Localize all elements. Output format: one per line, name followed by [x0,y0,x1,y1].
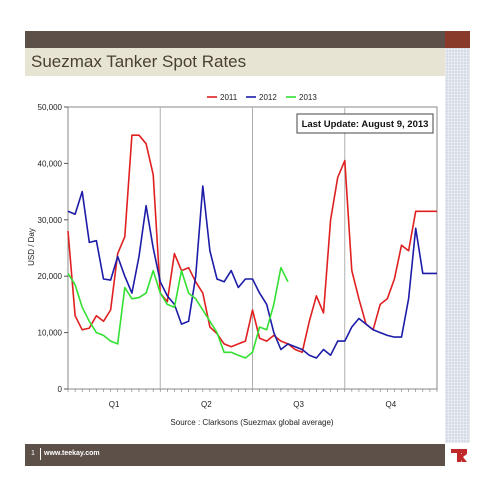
title-band [25,48,445,76]
source-note: Source : Clarksons (Suezmax global avera… [170,418,334,427]
y-tick-label: 20,000 [38,272,63,281]
y-tick-label: 40,000 [38,159,63,168]
series-line-2011 [67,134,437,354]
series-line-2012 [67,185,437,359]
update-box [296,113,434,134]
footer-bar [25,444,445,466]
x-tick-label: Q2 [201,400,212,409]
y-tick-label: 50,000 [38,103,63,112]
side-pattern-strip [445,48,470,443]
series-line-2013 [67,266,289,359]
legend-label-2011: 2011 [220,93,238,102]
footer-page-number: 1 [31,450,35,457]
legend: 2011 2012 2013 [207,93,317,102]
x-tick-label: Q1 [109,400,120,409]
legend-label-2013: 2013 [299,93,317,102]
axes-layer: Q1 Q2 Q3 Q4 0 10,000 20,000 30,000 40,000 50,000 [38,103,438,409]
y-axis-title: USD / Day [27,228,36,266]
footer-separator [40,448,41,460]
footer-url: www.teekay.com [44,450,100,457]
legend-label-2012: 2012 [259,93,277,102]
x-tick-label: Q3 [293,400,304,409]
y-tick-label: 30,000 [38,216,63,225]
series-layer [67,134,437,359]
last-update-annotation: Last Update: August 9, 2013 [302,119,429,130]
slide-title: Suezmax Tanker Spot Rates [31,52,247,71]
header-accent [445,31,470,48]
y-tick-label: 10,000 [38,329,63,338]
x-tick-label: Q4 [386,400,397,409]
teekay-logo-icon [449,446,469,464]
y-tick-label: 0 [58,385,63,394]
header-bar [25,31,445,48]
